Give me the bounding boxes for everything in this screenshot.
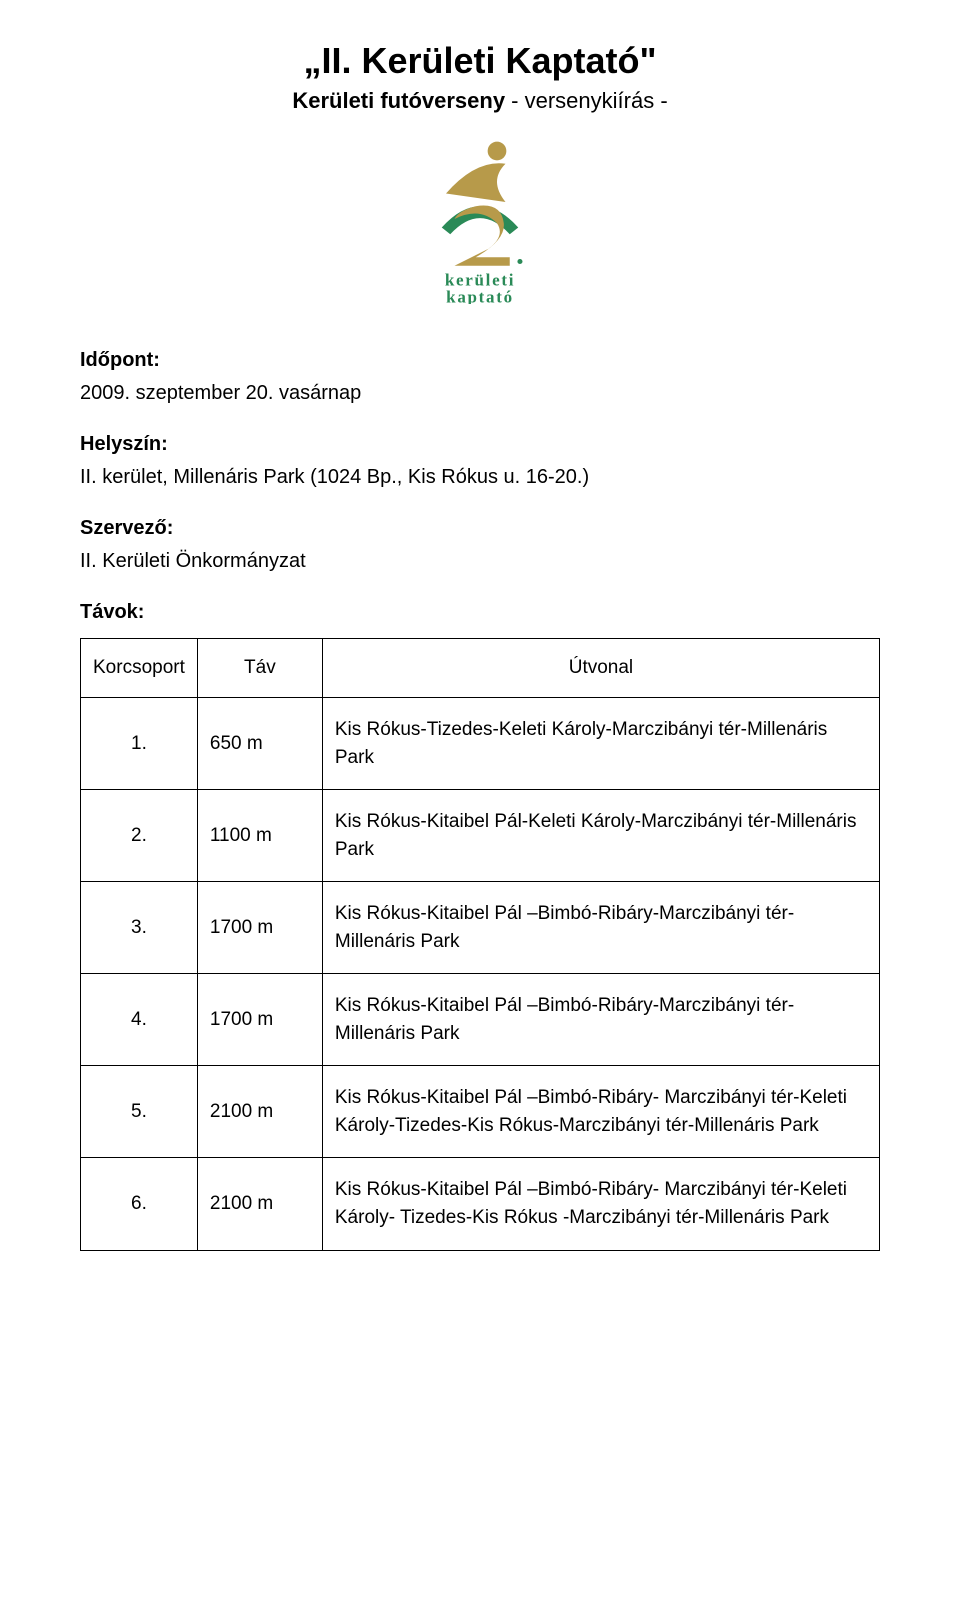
kaptato-logo-icon: kerületi kaptató: [390, 134, 570, 304]
cell-num: 3.: [81, 882, 198, 974]
routes-table: Korcsoport Táv Útvonal 1. 650 m Kis Róku…: [80, 638, 880, 1251]
table-row: 2. 1100 m Kis Rókus-Kitaibel Pál-Keleti …: [81, 790, 880, 882]
cell-dist: 2100 m: [197, 1066, 322, 1158]
value-idopont: 2009. szeptember 20. vasárnap: [80, 382, 880, 405]
page-title: „II. Kerületi Kaptató": [80, 40, 880, 82]
logo-text-line1: kerületi: [445, 270, 515, 289]
label-idopont: Időpont:: [80, 349, 880, 372]
cell-route: Kis Rókus-Kitaibel Pál –Bimbó-Ribáry- Ma…: [322, 1158, 879, 1250]
cell-dist: 650 m: [197, 698, 322, 790]
table-row: 4. 1700 m Kis Rókus-Kitaibel Pál –Bimbó-…: [81, 974, 880, 1066]
table-row: 6. 2100 m Kis Rókus-Kitaibel Pál –Bimbó-…: [81, 1158, 880, 1250]
cell-dist: 1700 m: [197, 974, 322, 1066]
value-helyszin: II. kerület, Millenáris Park (1024 Bp., …: [80, 466, 880, 489]
cell-num: 5.: [81, 1066, 198, 1158]
header-tav: Táv: [197, 639, 322, 698]
logo-head: [488, 142, 507, 161]
cell-dist: 1100 m: [197, 790, 322, 882]
cell-num: 2.: [81, 790, 198, 882]
header-utvonal: Útvonal: [322, 639, 879, 698]
cell-route: Kis Rókus-Kitaibel Pál –Bimbó-Ribáry-Mar…: [322, 882, 879, 974]
value-szervezo: II. Kerületi Önkormányzat: [80, 550, 880, 573]
logo-body-swoosh: [446, 163, 506, 202]
header-korcsoport: Korcsoport: [81, 639, 198, 698]
label-szervezo: Szervező:: [80, 517, 880, 540]
label-helyszin: Helyszín:: [80, 433, 880, 456]
subtitle-bold: Kerületi futóverseny: [292, 88, 505, 113]
cell-route: Kis Rókus-Tizedes-Keleti Károly-Marczibá…: [322, 698, 879, 790]
cell-route: Kis Rókus-Kitaibel Pál –Bimbó-Ribáry-Mar…: [322, 974, 879, 1066]
table-row: 5. 2100 m Kis Rókus-Kitaibel Pál –Bimbó-…: [81, 1066, 880, 1158]
subtitle-rest: - versenykiírás -: [505, 88, 668, 113]
label-tavok: Távok:: [80, 601, 880, 624]
logo-dot: [517, 259, 522, 264]
table-row: 3. 1700 m Kis Rókus-Kitaibel Pál –Bimbó-…: [81, 882, 880, 974]
cell-num: 4.: [81, 974, 198, 1066]
cell-num: 1.: [81, 698, 198, 790]
cell-route: Kis Rókus-Kitaibel Pál-Keleti Károly-Mar…: [322, 790, 879, 882]
document-page: „II. Kerületi Kaptató" Kerületi futóvers…: [0, 0, 960, 1311]
cell-dist: 1700 m: [197, 882, 322, 974]
event-logo: kerületi kaptató: [80, 134, 880, 309]
table-header-row: Korcsoport Táv Útvonal: [81, 639, 880, 698]
logo-text-line2: kaptató: [446, 287, 514, 304]
table-row: 1. 650 m Kis Rókus-Tizedes-Keleti Károly…: [81, 698, 880, 790]
page-subtitle: Kerületi futóverseny - versenykiírás -: [80, 88, 880, 114]
cell-num: 6.: [81, 1158, 198, 1250]
cell-dist: 2100 m: [197, 1158, 322, 1250]
cell-route: Kis Rókus-Kitaibel Pál –Bimbó-Ribáry- Ma…: [322, 1066, 879, 1158]
